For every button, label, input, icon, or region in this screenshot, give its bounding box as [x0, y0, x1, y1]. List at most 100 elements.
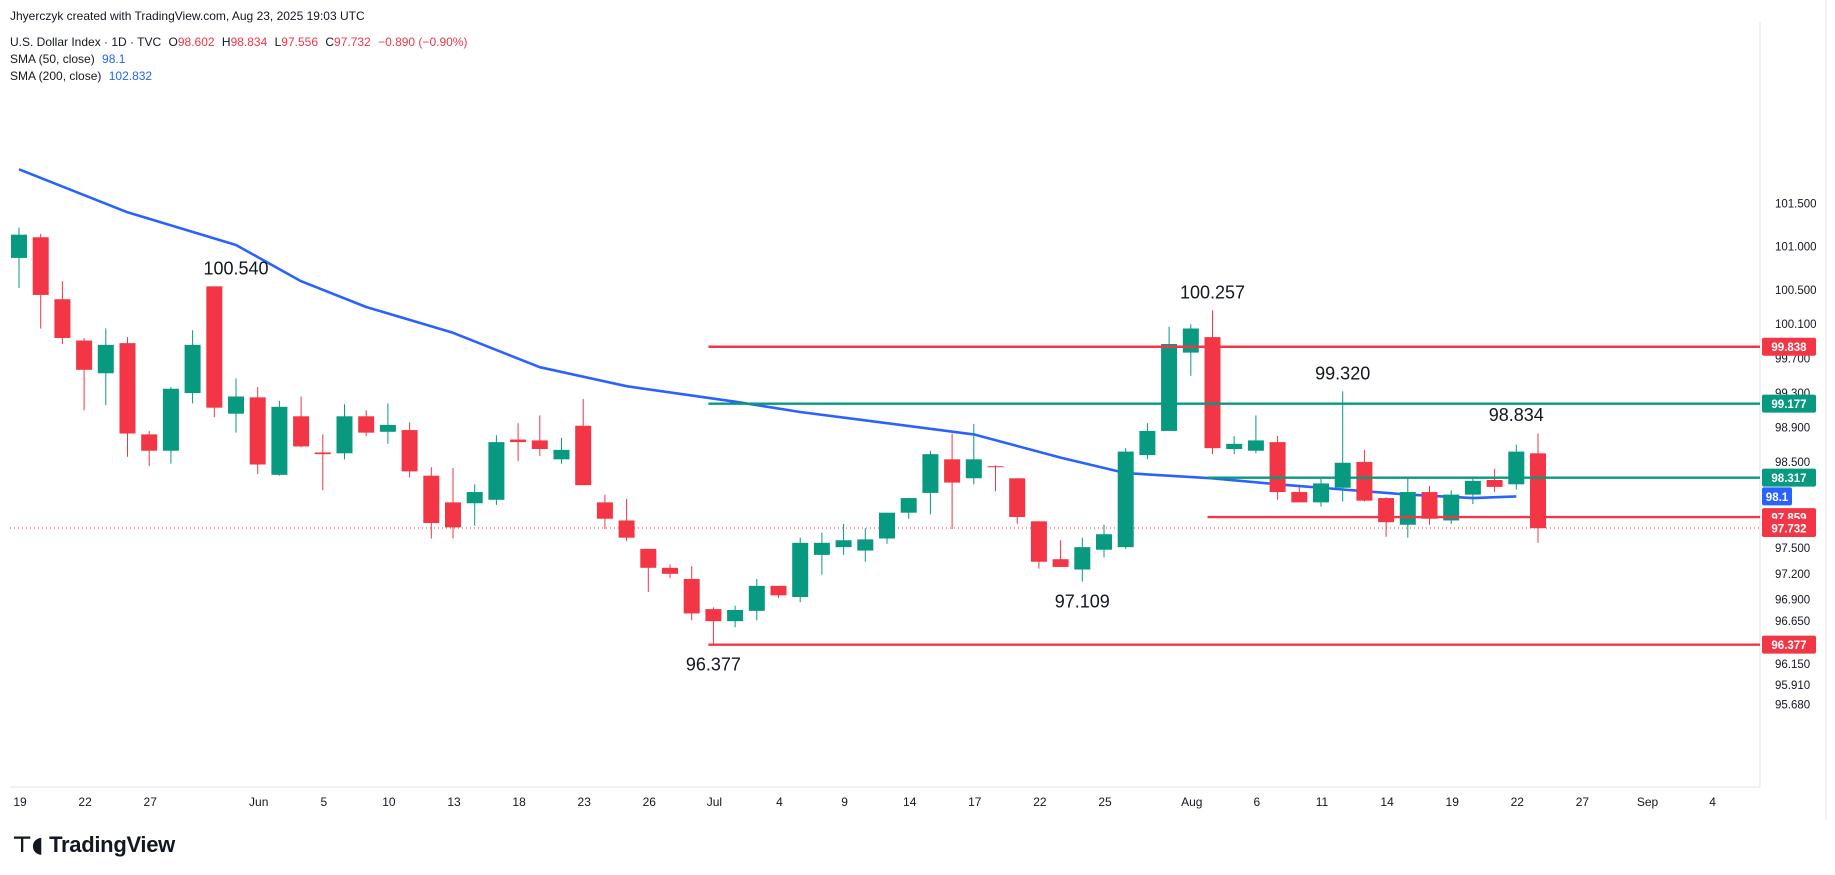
candle-down	[401, 430, 418, 472]
legend-high-label: H	[221, 35, 231, 49]
y-tick-label: 98.900	[1775, 422, 1810, 434]
legend-close: 97.732	[334, 35, 371, 49]
level-price-badge	[1762, 337, 1816, 356]
candle-up	[1334, 462, 1351, 488]
legend-open-label: O	[168, 35, 178, 49]
level-price-label: 96.377	[1771, 640, 1806, 652]
candle-up	[900, 498, 917, 513]
candle-down	[1269, 442, 1286, 493]
x-tick-label: Aug	[1181, 795, 1202, 809]
candle-up	[466, 492, 483, 504]
candle-down	[76, 340, 93, 370]
x-tick-label: 14	[1380, 795, 1394, 809]
candle-down	[705, 609, 722, 622]
creator-line: Jhyerczyk created with TradingView.com, …	[10, 9, 365, 23]
axis-price-badge	[1762, 519, 1816, 538]
candle-down	[575, 425, 592, 486]
tradingview-logo[interactable]: ⊤◖ TradingView	[12, 832, 175, 858]
price-annotation: 97.109	[1055, 592, 1110, 612]
candle-up	[1464, 480, 1481, 495]
level-price-label: 98.317	[1771, 473, 1806, 485]
legend-low: 97.556	[281, 35, 318, 49]
sma200-value: 102.832	[108, 69, 153, 83]
legend-main[interactable]: U.S. Dollar Index · 1D · TVC O98.602 H98…	[10, 35, 471, 49]
candle-down	[531, 440, 548, 450]
candle-down	[618, 520, 635, 538]
y-tick-label: 100.500	[1775, 285, 1817, 297]
y-tick-label: 101.500	[1775, 199, 1817, 211]
x-tick-label: Jul	[707, 795, 722, 809]
x-tick-label: Sep	[1637, 795, 1659, 809]
candle-up	[1313, 483, 1329, 503]
legend-change: −0.890 (−0.90%)	[378, 35, 468, 49]
y-tick-label: 97.500	[1775, 543, 1810, 555]
candle-up	[1443, 494, 1460, 521]
level-price-badge	[1762, 635, 1816, 654]
y-tick-label: 97.200	[1775, 569, 1810, 581]
candle-up	[1117, 451, 1134, 548]
candle-up	[813, 542, 830, 555]
legend-open: 98.602	[177, 35, 215, 49]
candle-down	[1421, 492, 1438, 519]
candle-up	[228, 396, 244, 414]
legend-symbol: U.S. Dollar Index · 1D · TVC	[10, 35, 162, 49]
candle-down	[1356, 461, 1373, 501]
x-tick-label: Jun	[249, 795, 268, 809]
tradingview-logo-icon: ⊤◖	[12, 832, 44, 858]
candle-down	[314, 452, 331, 455]
price-annotation: 98.834	[1489, 405, 1544, 425]
candle-down	[510, 439, 527, 443]
x-tick-label: 10	[382, 795, 396, 809]
sma50-label: SMA (50, close)	[10, 52, 95, 66]
candle-down	[770, 585, 787, 596]
candle-down	[423, 475, 440, 524]
candle-up	[1161, 343, 1178, 431]
candle-up	[97, 344, 114, 374]
candle-up	[379, 424, 396, 432]
candle-up	[1096, 534, 1112, 550]
candle-up	[727, 609, 744, 622]
candle-up	[1182, 328, 1199, 353]
candle-down	[1204, 337, 1221, 449]
candle-up	[553, 449, 570, 460]
candle-up	[184, 344, 201, 394]
x-tick-label: 25	[1098, 795, 1112, 809]
x-tick-label: 27	[1576, 795, 1590, 809]
level-price-label: 99.177	[1771, 399, 1806, 411]
candle-up	[792, 542, 809, 598]
tradingview-wordmark: TradingView	[49, 832, 175, 857]
x-tick-label: 14	[903, 795, 917, 809]
y-tick-label: 98.500	[1775, 457, 1810, 469]
candle-down	[1378, 498, 1395, 523]
candle-down	[987, 466, 1004, 468]
candle-down	[596, 502, 613, 519]
candle-up	[1074, 547, 1091, 570]
candle-down	[944, 459, 961, 483]
price-annotation: 99.320	[1315, 363, 1370, 383]
x-tick-label: 19	[13, 795, 27, 809]
y-tick-label: 96.900	[1775, 595, 1810, 607]
candle-down	[1030, 521, 1047, 562]
candle-down	[640, 548, 657, 568]
candle-down	[119, 343, 136, 434]
x-tick-label: 18	[512, 795, 526, 809]
candle-down	[1486, 479, 1503, 487]
sma50-value: 98.1	[102, 52, 126, 66]
legend-sma50[interactable]: SMA (50, close) 98.1	[10, 52, 129, 66]
candle-down	[1291, 492, 1308, 503]
x-tick-label: 22	[78, 795, 92, 809]
legend-low-label: L	[274, 35, 282, 49]
legend-close-label: C	[325, 35, 335, 49]
x-tick-label: 27	[144, 795, 158, 809]
sma200-label: SMA (200, close)	[10, 69, 102, 83]
legend-high: 98.834	[230, 35, 268, 49]
axis-price-label: 97.732	[1771, 524, 1806, 536]
x-tick-label: 4	[776, 795, 783, 809]
candle-down	[1052, 559, 1069, 567]
y-tick-label: 99.700	[1775, 354, 1810, 366]
candle-up	[488, 442, 505, 500]
legend-sma200[interactable]: SMA (200, close) 102.832	[10, 69, 156, 83]
level-price-label: 99.838	[1771, 342, 1807, 354]
